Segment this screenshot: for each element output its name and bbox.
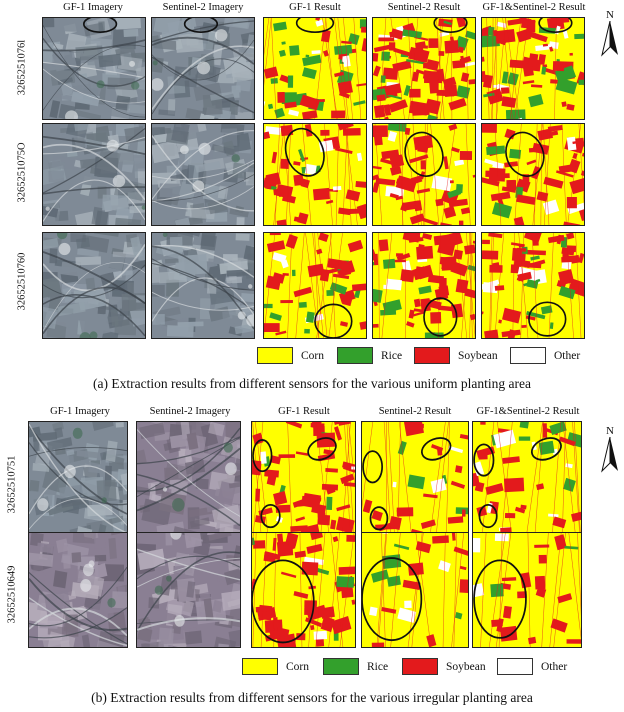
legend-soybean: Soybean (402, 658, 486, 675)
result-map-tile (251, 421, 356, 535)
legend-label: Soybean (446, 660, 486, 673)
legend-corn: Corn (242, 658, 309, 675)
legend-label: Rice (381, 349, 403, 362)
legend-label: Soybean (458, 349, 498, 362)
imagery-tile (151, 232, 255, 339)
highlight-ellipse (473, 559, 527, 639)
highlight-ellipse (423, 297, 458, 337)
highlight-ellipse (362, 450, 383, 484)
column-header: GF-1 Imagery (63, 2, 123, 13)
highlight-ellipse (307, 437, 337, 461)
north-arrow-icon: N (600, 426, 620, 478)
highlight-ellipse (260, 503, 281, 529)
legend-swatch (510, 347, 546, 364)
highlight-ellipse (362, 557, 423, 642)
row-label: 32652510649 (6, 565, 18, 624)
result-map-tile (372, 17, 476, 120)
legend-swatch (242, 658, 278, 675)
imagery-tile (42, 232, 146, 339)
highlight-ellipse (252, 559, 315, 644)
highlight-ellipse (284, 127, 325, 177)
legend-other: Other (510, 347, 580, 364)
legend-rice: Rice (323, 658, 388, 675)
highlight-ellipse (369, 506, 389, 531)
column-header: Sentinel-2 Result (378, 406, 452, 417)
imagery-tile (151, 123, 255, 226)
imagery-tile (136, 532, 241, 648)
column-header: GF-1 Result (289, 2, 341, 13)
imagery-tile (151, 17, 255, 120)
column-header: GF-1 Imagery (50, 406, 110, 417)
highlight-ellipse (433, 18, 468, 33)
result-map-tile (263, 123, 367, 226)
caption-a: (a) Extraction results from different se… (93, 376, 531, 391)
legend-swatch (323, 658, 359, 675)
row-label: 3265251076l (16, 39, 28, 96)
north-arrow-icon: N (600, 10, 620, 62)
highlight-ellipse (252, 439, 273, 473)
row-label: 32652510760 (16, 252, 28, 311)
result-map-tile (372, 232, 476, 339)
legend-other: Other (497, 658, 567, 675)
highlight-ellipse (505, 131, 545, 177)
highlight-ellipse (528, 301, 567, 337)
legend-label: Corn (286, 660, 309, 673)
legend-label: Other (554, 349, 581, 362)
result-map-tile (481, 123, 585, 226)
column-header: GF-1 Result (278, 406, 330, 417)
legend-label: Other (541, 660, 568, 673)
result-map-tile (372, 123, 476, 226)
highlight-ellipse (530, 437, 562, 461)
legend-swatch (414, 347, 450, 364)
column-header: GF-1&Sentinel-2 Result (476, 406, 580, 417)
result-map-tile (263, 232, 367, 339)
result-map-tile (481, 232, 585, 339)
imagery-tile (28, 421, 128, 535)
highlight-ellipse (538, 18, 573, 33)
row-label: 3265251075O (16, 142, 28, 203)
highlight-ellipse (295, 18, 335, 33)
caption-b: (b) Extraction results from different se… (91, 690, 533, 705)
legend-swatch (402, 658, 438, 675)
result-map-tile (361, 421, 469, 535)
result-map-tile (472, 532, 582, 648)
result-map-tile (263, 17, 367, 120)
legend-swatch (497, 658, 533, 675)
highlight-ellipse (314, 303, 353, 338)
imagery-tile (42, 123, 146, 226)
result-map-tile (481, 17, 585, 120)
highlight-ellipse (478, 503, 498, 529)
legend-label: Corn (301, 349, 324, 362)
row-label: 32652510751 (6, 455, 18, 514)
highlight-ellipse (421, 437, 452, 461)
legend-soybean: Soybean (414, 347, 498, 364)
legend-rice: Rice (337, 347, 402, 364)
imagery-tile (42, 17, 146, 120)
highlight-ellipse (473, 443, 495, 477)
legend-corn: Corn (257, 347, 324, 364)
result-map-tile (361, 532, 469, 648)
legend-label: Rice (367, 660, 389, 673)
result-map-tile (472, 421, 582, 535)
column-header: Sentinel-2 Imagery (149, 406, 231, 417)
column-header: Sentinel-2 Imagery (162, 2, 244, 13)
imagery-tile (136, 421, 241, 535)
column-header: Sentinel-2 Result (387, 2, 461, 13)
result-map-tile (251, 532, 356, 648)
column-header: GF-1&Sentinel-2 Result (482, 2, 586, 13)
legend-swatch (337, 347, 373, 364)
highlight-ellipse (404, 131, 444, 177)
legend-swatch (257, 347, 293, 364)
imagery-tile (28, 532, 128, 648)
